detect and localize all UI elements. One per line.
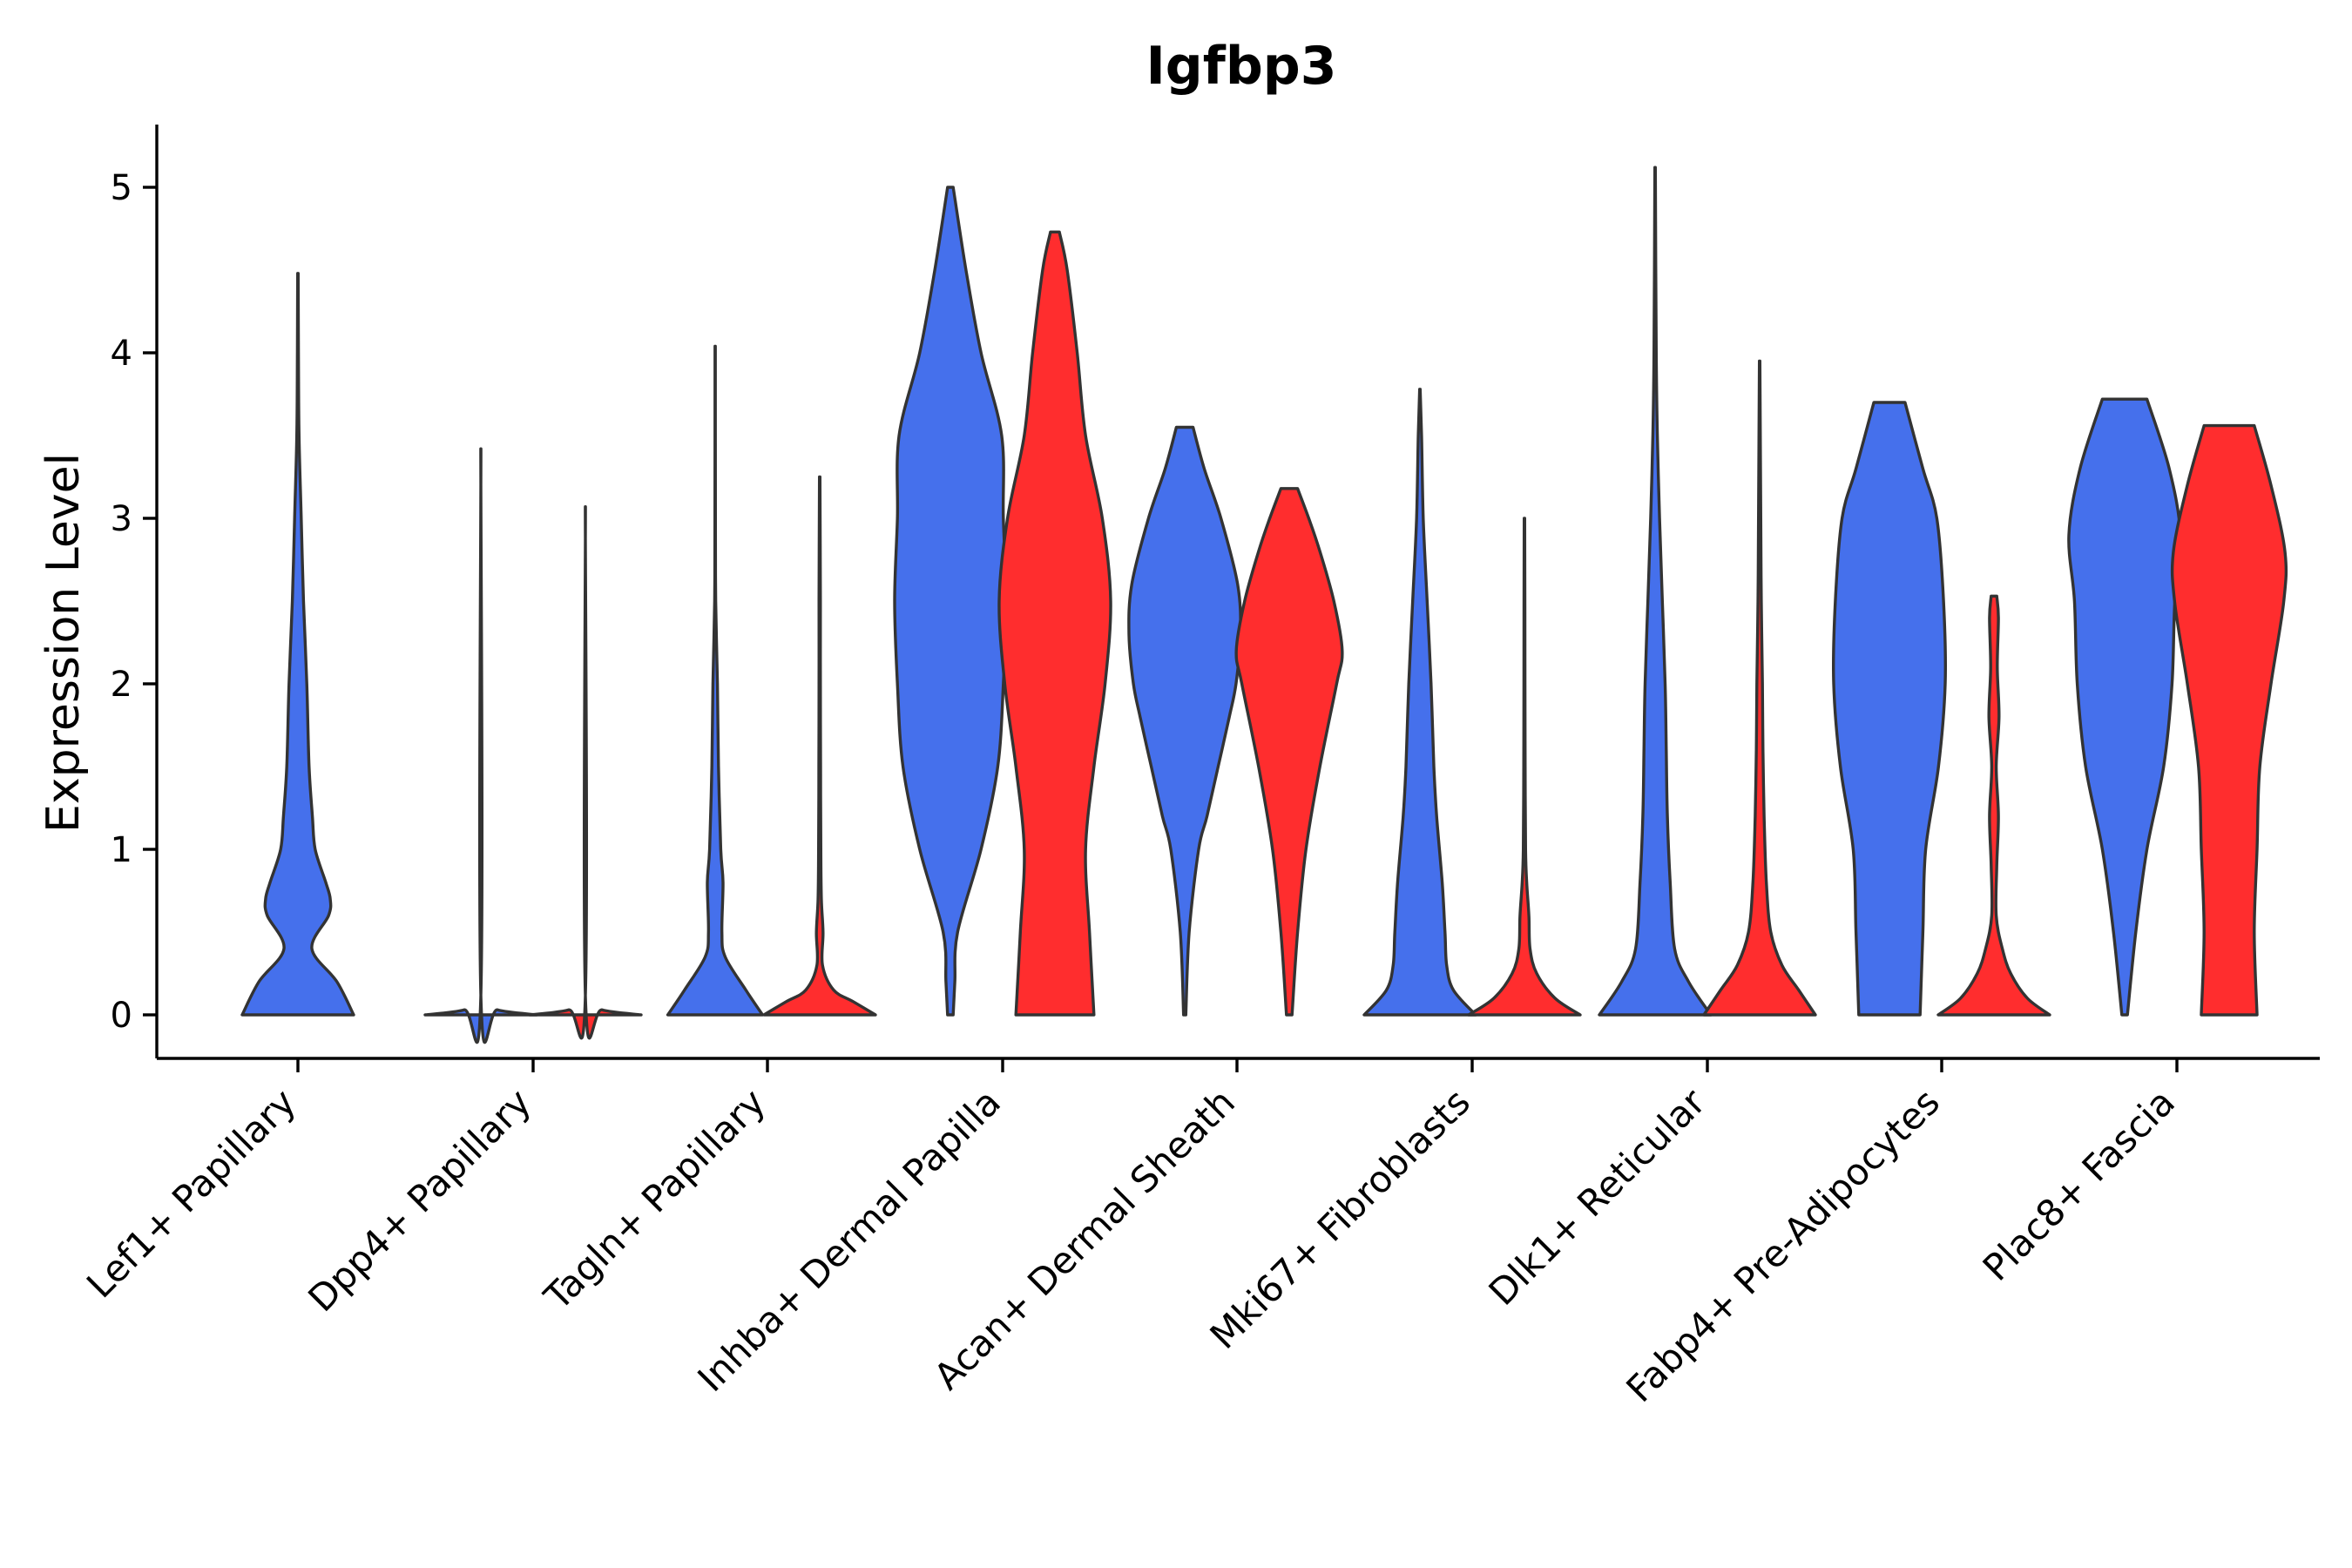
violin-group — [240, 166, 2288, 1044]
x-tick-label: Plac8+ Fascia — [1975, 1080, 2183, 1288]
y-tick-label: 3 — [111, 499, 132, 539]
y-tick-label: 0 — [111, 996, 132, 1036]
violin-blue-fabp4-pre-adipocytes — [1831, 401, 1948, 1017]
x-tick-label: Dpp4+ Papillary — [300, 1080, 539, 1320]
violin-red-mki67-fibroblasts — [1467, 517, 1582, 1017]
violin-red-fabp4-pre-adipocytes — [1936, 594, 2051, 1017]
violin-red-tagln-papillary — [762, 475, 877, 1017]
violin-red-dpp4-papillary — [528, 505, 643, 1040]
violin-blue-plac8-fascia — [2067, 397, 2182, 1017]
violin-red-plac8-fascia — [2170, 423, 2288, 1017]
y-axis-label: Expression Level — [37, 453, 90, 833]
violin-blue-mki67-fibroblasts — [1362, 388, 1477, 1017]
violin-blue-dlk1-reticular — [1598, 166, 1713, 1017]
chart-title: Igfbp3 — [1146, 36, 1336, 97]
violin-red-inhba-dermal-papilla — [997, 230, 1112, 1017]
y-ticks: 0 1 2 3 4 5 — [111, 168, 157, 1036]
y-tick-label: 1 — [111, 830, 132, 870]
violin-blue-lef1-papillary — [240, 272, 355, 1017]
violin-blue-tagln-papillary — [666, 344, 765, 1017]
x-tick-label: Tagln+ Papillary — [536, 1080, 774, 1318]
violin-blue-acan-dermal-sheath — [1127, 425, 1242, 1017]
y-tick-label: 2 — [111, 665, 132, 705]
violin-blue-inhba-dermal-papilla — [893, 186, 1008, 1017]
y-tick-label: 4 — [111, 334, 132, 374]
x-tick-label: Lef1+ Papillary — [78, 1080, 304, 1306]
x-tick-label: Dlk1+ Reticular — [1481, 1080, 1714, 1314]
y-tick-label: 5 — [111, 168, 132, 208]
violin-red-dlk1-reticular — [1702, 359, 1817, 1017]
violin-red-acan-dermal-sheath — [1234, 487, 1344, 1017]
x-tick-label: Mki67+ Fibroblasts — [1202, 1080, 1478, 1356]
violin-blue-dpp4-papillary — [423, 447, 538, 1044]
